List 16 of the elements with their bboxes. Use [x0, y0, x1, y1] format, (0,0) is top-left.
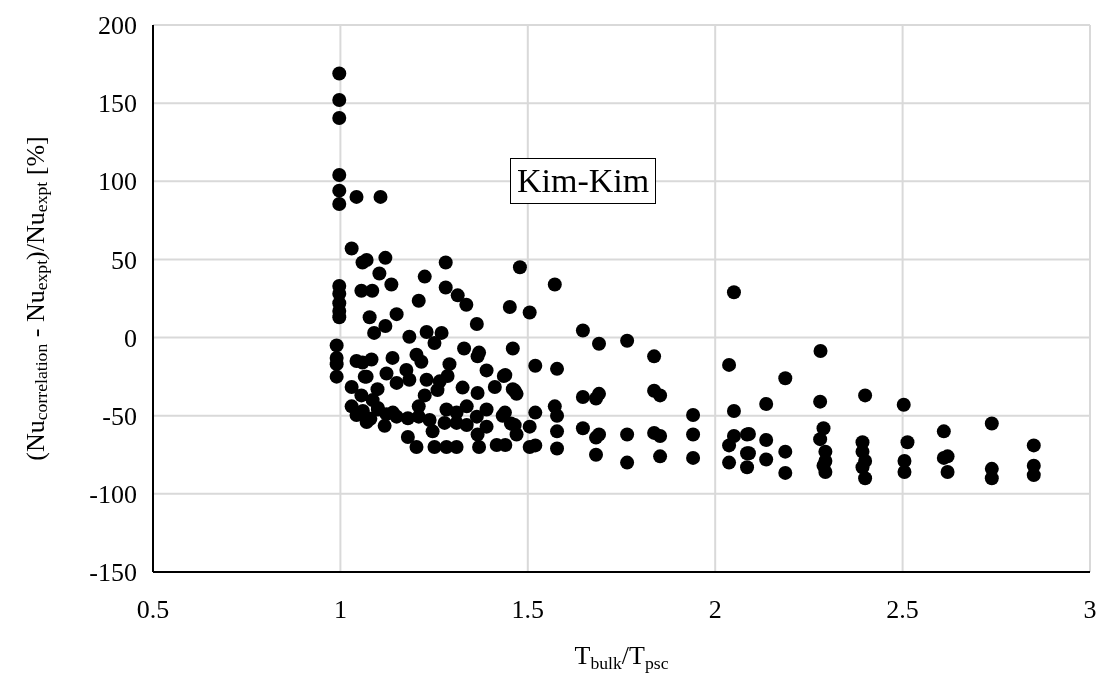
y-tick-label: -150	[89, 558, 137, 588]
y-tick-label: -100	[89, 479, 137, 509]
x-tick-label: 1.5	[511, 595, 545, 625]
y-tick-label: 50	[111, 245, 137, 275]
y-tick-label: 150	[98, 89, 137, 119]
y-tick-label: 200	[98, 11, 137, 41]
annotation: Kim-Kim	[510, 158, 657, 204]
x-tick-label: 2	[708, 595, 722, 625]
x-axis-title: T$_{bulk}$/T$_{psc}$	[574, 641, 669, 673]
x-tick-label: 0.5	[136, 595, 170, 625]
y-tick-label: 0	[124, 323, 137, 353]
y-tick-label: 100	[98, 167, 137, 197]
x-tick-label: 2.5	[886, 595, 919, 625]
x-tick-label: 1	[333, 595, 347, 625]
y-tick-label: -50	[102, 401, 137, 431]
x-tick-label: 3	[1083, 595, 1097, 625]
